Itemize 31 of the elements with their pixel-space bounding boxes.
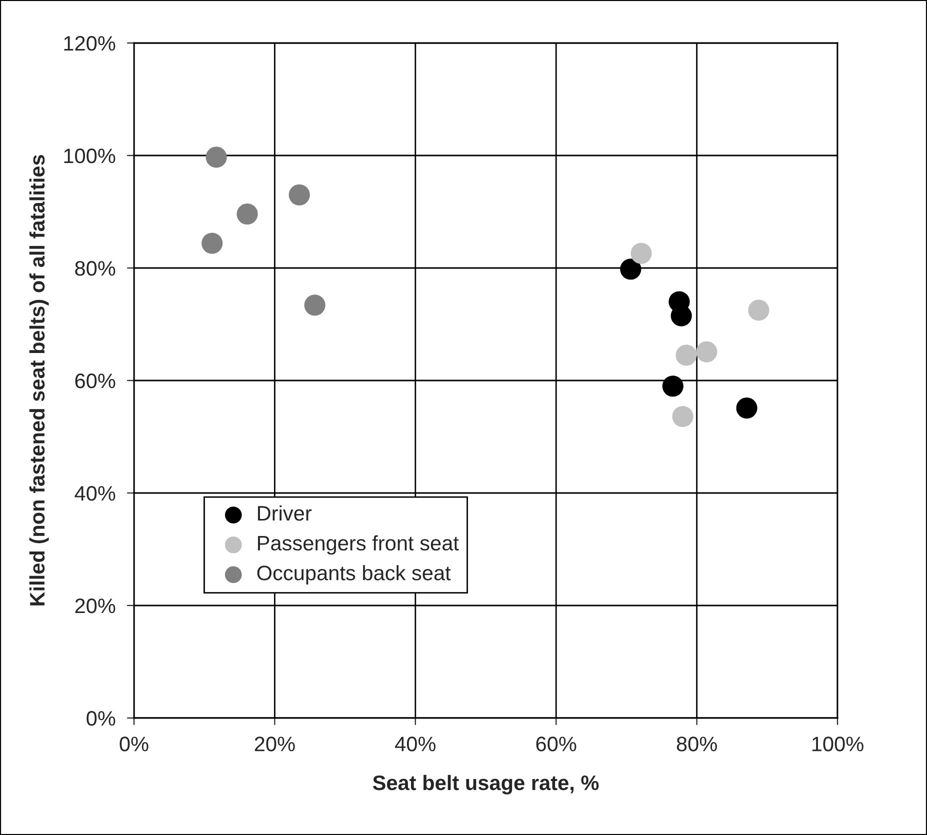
point (696, 341, 718, 362)
y-tick-label: 120% (64, 36, 116, 51)
point (676, 344, 697, 366)
x-tick-label: 20% (254, 736, 295, 752)
point (620, 258, 642, 280)
x-axis-title: Seat belt usage rate, % (372, 774, 599, 794)
x-tick-label: 100% (812, 736, 864, 752)
y-axis-title: Killed (non fastened seat belts) of all fatalities (29, 155, 49, 606)
y-tick-label: 20% (75, 598, 116, 614)
y-tick-label: 0% (86, 711, 116, 726)
legend-label: Occupants back seat (257, 565, 451, 584)
point (202, 232, 223, 254)
point (672, 406, 694, 428)
x-tick-label: 0% (120, 736, 148, 752)
point (662, 376, 684, 397)
x-tick-label: 80% (676, 736, 717, 752)
y-tick-label: 40% (74, 486, 116, 501)
legend-label: Passengers front seat (258, 535, 459, 555)
point (236, 203, 258, 225)
y-tick-label: 80% (75, 261, 116, 276)
point (288, 184, 310, 206)
y-tick-label: 60% (75, 374, 116, 388)
x-tick-label: 40% (395, 736, 436, 752)
point (736, 398, 758, 419)
y-tick-label: 100% (64, 148, 116, 164)
point (630, 242, 652, 264)
x-tick-label: 60% (536, 736, 576, 752)
point (748, 300, 770, 321)
point (206, 146, 227, 168)
point (304, 294, 326, 316)
legend-label: Driver (258, 505, 312, 521)
